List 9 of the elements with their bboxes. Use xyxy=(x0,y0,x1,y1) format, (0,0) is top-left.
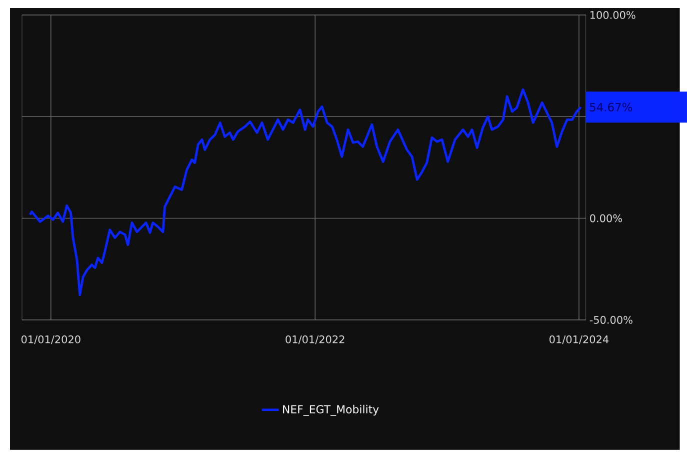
annotation: 54.67% xyxy=(590,102,632,112)
y-tick-label: -50.00% xyxy=(590,316,632,324)
y-tick-label: 100.00% xyxy=(590,11,636,20)
x-tick-label: 01/01/2024 xyxy=(550,335,608,344)
y-tick-label: 0.00% xyxy=(590,214,622,222)
x-tick-label: 01/01/2022 xyxy=(286,335,344,344)
x-tick-label: 01/01/2020 xyxy=(21,335,80,344)
legend-label: NEF_EGT_Mobility xyxy=(283,405,379,416)
line-series xyxy=(28,88,582,296)
